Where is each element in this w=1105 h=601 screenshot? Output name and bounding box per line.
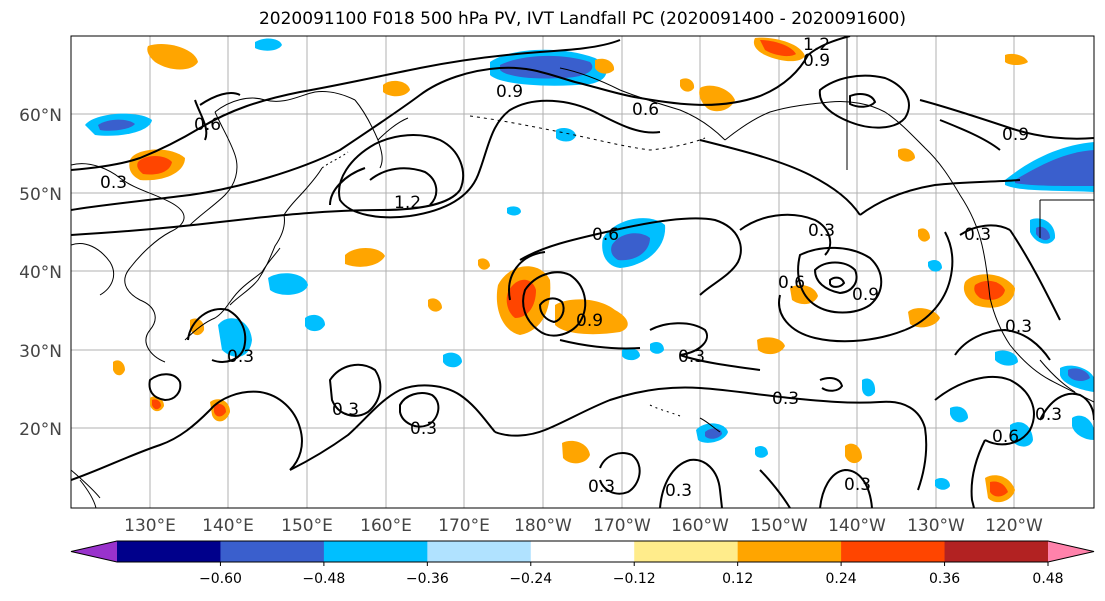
svg-text:0.3: 0.3 <box>1005 317 1032 337</box>
colorbar-segment <box>841 541 946 562</box>
svg-text:0.6: 0.6 <box>592 225 619 245</box>
colorbar-extend-max <box>1048 541 1094 562</box>
svg-text:0.3: 0.3 <box>844 475 871 495</box>
svg-text:0.9: 0.9 <box>1002 125 1029 145</box>
colorbar-tick-label: −0.48 <box>302 571 345 587</box>
svg-text:0.3: 0.3 <box>100 173 127 193</box>
lon-label: 140°W <box>828 516 886 536</box>
svg-text:0.3: 0.3 <box>964 225 991 245</box>
lon-label: 150°E <box>281 516 333 536</box>
svg-text:0.3: 0.3 <box>332 400 359 420</box>
colorbar-tick-label: 0.24 <box>826 571 857 587</box>
colorbar-segment <box>530 541 635 562</box>
colorbar-tick-label: −0.60 <box>199 571 242 587</box>
lat-label-20n: 20°N <box>19 420 62 440</box>
colorbar-tick-label: 0.48 <box>1032 571 1063 587</box>
colorbar-tick-label: −0.12 <box>613 571 656 587</box>
lon-label: 140°E <box>202 516 254 536</box>
longitude-labels: 130°E 140°E 150°E 160°E 170°E 180°W 170°… <box>124 516 1043 536</box>
colorbar-tick-label: −0.24 <box>509 571 552 587</box>
pv-contours <box>71 36 1094 508</box>
colorbar-segment <box>323 541 428 562</box>
lon-label: 160°E <box>360 516 412 536</box>
lon-label: 160°W <box>671 516 729 536</box>
lat-label-60n: 60°N <box>19 106 62 126</box>
colorbar-segment <box>634 541 739 562</box>
map-frame <box>70 35 1095 509</box>
colorbar-segment <box>117 541 221 562</box>
colorbar-tick-label: 0.36 <box>929 571 960 587</box>
colorbar-segment <box>427 541 532 562</box>
colorbar-tick-label: 0.12 <box>722 571 753 587</box>
svg-text:0.9: 0.9 <box>496 82 523 102</box>
svg-text:0.3: 0.3 <box>1035 405 1062 425</box>
latitude-labels: 60°N 50°N 40°N 30°N 20°N <box>19 106 62 440</box>
lat-label-50n: 50°N <box>19 185 62 205</box>
svg-text:0.9: 0.9 <box>576 311 603 331</box>
colorbar-segment <box>220 541 325 562</box>
lon-label: 170°E <box>438 516 490 536</box>
svg-text:0.3: 0.3 <box>772 389 799 409</box>
svg-text:1.2: 1.2 <box>803 35 830 55</box>
lat-label-30n: 30°N <box>19 342 62 362</box>
map-area <box>71 36 1094 508</box>
contour-labels: 1.2 0.9 0.9 0.6 0.6 0.9 0.3 1.2 0.6 0.3 … <box>100 35 1062 501</box>
svg-text:0.9: 0.9 <box>852 285 879 305</box>
svg-text:0.9: 0.9 <box>803 51 830 71</box>
colorbar-outline <box>70 540 1095 563</box>
colorbar-tick-label: −0.36 <box>406 571 449 587</box>
lon-label: 150°W <box>750 516 808 536</box>
map-title: 2020091100 F018 500 hPa PV, IVT Landfall… <box>258 9 906 29</box>
svg-text:0.3: 0.3 <box>410 419 437 439</box>
colorbar-segment <box>737 541 842 562</box>
lon-label: 130°E <box>124 516 176 536</box>
svg-text:0.6: 0.6 <box>194 115 221 135</box>
svg-text:0.3: 0.3 <box>665 481 692 501</box>
svg-text:0.3: 0.3 <box>588 477 615 497</box>
svg-text:0.3: 0.3 <box>227 347 254 367</box>
lat-label-40n: 40°N <box>19 263 62 283</box>
colorbar: −0.60 −0.48 −0.36 −0.24 −0.12 0.12 0.24 0.36 0.4… <box>70 540 1095 587</box>
lon-label: 170°W <box>593 516 651 536</box>
svg-text:0.6: 0.6 <box>778 273 805 293</box>
svg-text:0.6: 0.6 <box>992 427 1019 447</box>
svg-text:0.3: 0.3 <box>808 221 835 241</box>
colorbar-extend-min <box>71 541 117 562</box>
lon-label: 130°W <box>907 516 965 536</box>
colorbar-segment <box>944 541 1049 562</box>
svg-text:0.3: 0.3 <box>678 347 705 367</box>
lon-label: 120°W <box>985 516 1043 536</box>
svg-text:0.6: 0.6 <box>632 100 659 120</box>
coastlines <box>71 36 1094 508</box>
lon-label: 180°W <box>514 516 572 536</box>
svg-text:1.2: 1.2 <box>394 193 421 213</box>
